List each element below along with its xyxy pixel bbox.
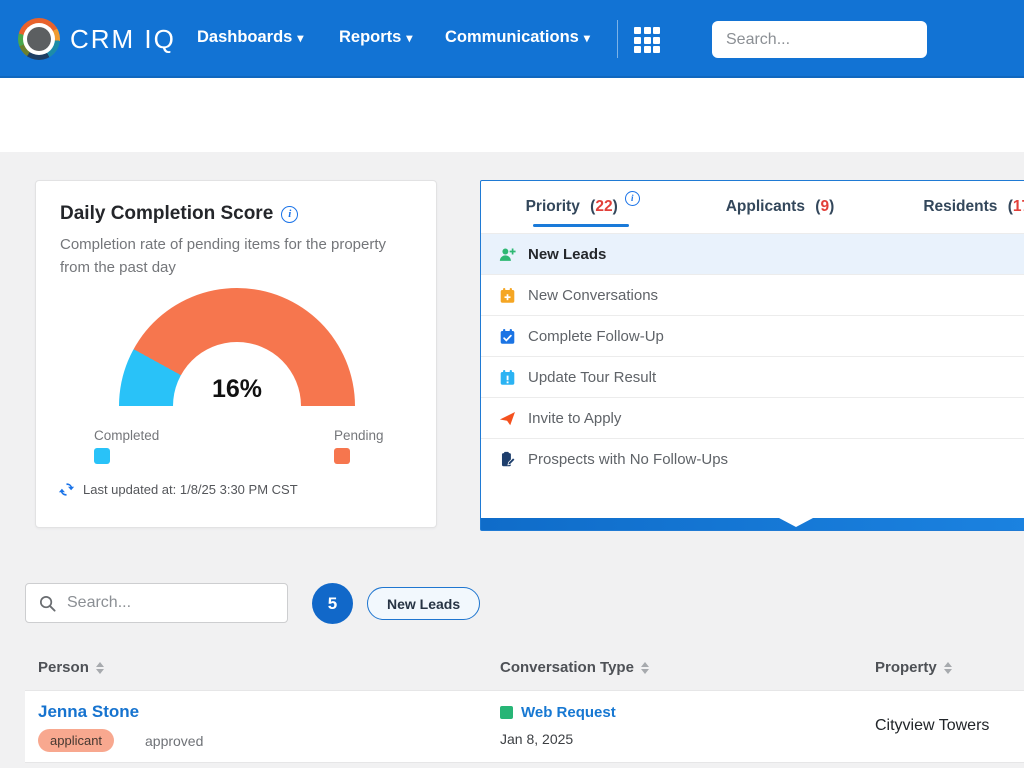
conversation-type-link[interactable]: Web Request <box>500 704 616 721</box>
tab-bar: Priority 22 i Applicants 9 Residents 17 <box>481 181 1024 234</box>
score-card-title: Daily Completion Score i <box>60 203 299 225</box>
score-card-subtitle: Completion rate of pending items for the… <box>60 236 387 277</box>
top-navbar: CRM IQ Dashboards ▾ Reports ▾ Communicatio… <box>0 0 1024 78</box>
legend-completed: Completed <box>94 428 159 464</box>
paper-plane-icon <box>499 411 515 425</box>
table-row[interactable]: Jenna Stone applicant approved Web Reque… <box>25 690 1024 763</box>
table-search <box>25 583 288 623</box>
card-bottom-bar <box>481 518 1024 530</box>
info-icon[interactable]: i <box>281 205 299 223</box>
priority-item-invite-to-apply[interactable]: Invite to Apply <box>481 398 1024 439</box>
sort-icon[interactable] <box>640 661 649 674</box>
pointer-notch <box>779 518 813 527</box>
sort-icon[interactable] <box>95 661 104 674</box>
nav-dashboards[interactable]: Dashboards ▾ <box>197 28 304 46</box>
priority-item-new-conversations[interactable]: New Conversations <box>481 275 1024 316</box>
web-request-icon <box>500 706 513 719</box>
tab-residents[interactable]: Residents 17 <box>880 181 1024 233</box>
property-name: Cityview Towers <box>875 717 990 734</box>
nav-divider <box>617 20 618 58</box>
calendar-plus-icon <box>500 287 515 303</box>
person-link[interactable]: Jenna Stone <box>38 702 140 721</box>
legend-completed-swatch <box>94 448 110 464</box>
last-updated-text: Last updated at: 1/8/25 3:30 PM CST <box>83 482 298 497</box>
new-leads-filter-chip[interactable]: New Leads <box>367 587 481 620</box>
legend-pending-swatch <box>334 448 350 464</box>
brand-name: CRM IQ <box>70 24 176 54</box>
completion-gauge: 16% <box>119 288 355 406</box>
nav-reports[interactable]: Reports ▾ <box>339 28 413 46</box>
table-header: Person Conversation Type Property <box>25 650 1024 688</box>
column-header-person[interactable]: Person <box>38 659 104 676</box>
table-search-input[interactable] <box>67 594 275 612</box>
chevron-down-icon: ▾ <box>297 31 304 45</box>
global-search-input[interactable] <box>726 30 933 49</box>
chevron-down-icon: ▾ <box>406 31 413 45</box>
page-header: Agent Dashboard <box>0 78 1024 208</box>
crm-iq-logo-icon[interactable] <box>18 18 60 60</box>
user-plus-icon <box>499 248 516 261</box>
gauge-value-label: 16% <box>211 375 263 403</box>
refresh-icon[interactable] <box>58 481 75 498</box>
legend-pending: Pending <box>334 428 384 464</box>
chevron-down-icon: ▾ <box>583 31 590 45</box>
results-count-badge[interactable]: 5 <box>312 583 353 624</box>
column-header-conversation-type[interactable]: Conversation Type <box>500 659 649 676</box>
tab-applicants[interactable]: Applicants 9 <box>680 181 879 233</box>
priority-item-new-leads[interactable]: New Leads <box>481 234 1024 275</box>
status-text: approved <box>145 733 204 749</box>
priority-tasks-card: Priority 22 i Applicants 9 Residents 17 … <box>480 180 1024 531</box>
daily-completion-score-card: Daily Completion Score i Completion rate… <box>35 180 437 528</box>
priority-item-update-tour-result[interactable]: Update Tour Result <box>481 357 1024 398</box>
column-header-property[interactable]: Property <box>875 659 952 676</box>
calendar-exclamation-icon <box>500 369 515 385</box>
priority-item-complete-follow-up[interactable]: Complete Follow-Up <box>481 316 1024 357</box>
info-icon[interactable]: i <box>624 190 640 206</box>
sort-icon[interactable] <box>943 661 952 674</box>
conversation-date: Jan 8, 2025 <box>500 731 574 747</box>
search-icon <box>39 595 56 612</box>
app-grid-icon[interactable] <box>634 27 660 53</box>
last-updated-row: Last updated at: 1/8/25 3:30 PM CST <box>58 481 298 498</box>
tab-priority[interactable]: Priority 22 i <box>481 181 680 233</box>
calendar-check-icon <box>500 328 515 344</box>
clipboard-pencil-icon <box>501 451 516 467</box>
global-search <box>712 21 933 58</box>
applicant-badge: applicant <box>38 729 115 752</box>
priority-item-prospects-no-follow-ups[interactable]: Prospects with No Follow-Ups <box>481 439 1024 480</box>
nav-communications[interactable]: Communications ▾ <box>445 28 590 46</box>
